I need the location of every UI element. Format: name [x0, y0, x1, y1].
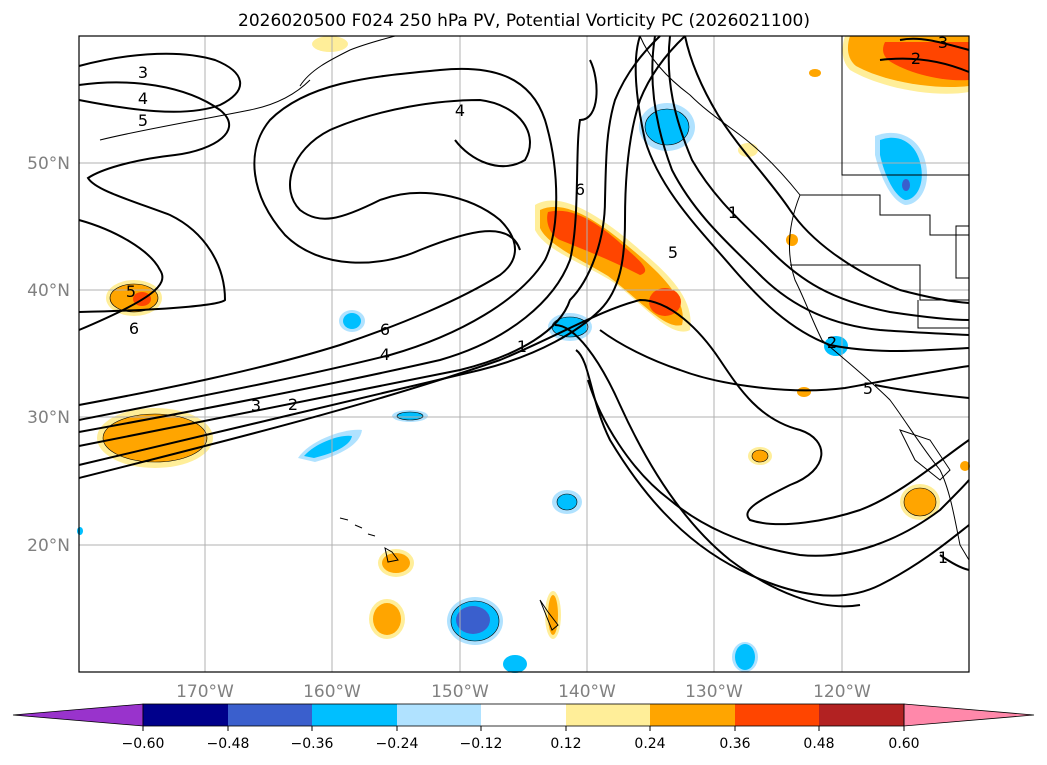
- lon-label-140w: 140°W: [558, 682, 616, 702]
- colorbar-tick-label: 0.48: [803, 736, 834, 752]
- lon-label-170w: 170°W: [176, 682, 234, 702]
- colorbar-extend-right: [903, 703, 1035, 727]
- contour-label: 4: [138, 89, 148, 108]
- colorbar-ticks: [142, 726, 905, 731]
- colorbar-tick-label: 0.12: [550, 736, 581, 752]
- colorbar: −0.60 −0.48 −0.36 −0.24 −0.12 0.12 0.24 …: [12, 703, 1035, 752]
- contour-label: 3: [251, 396, 261, 415]
- negative-anomaly-blobs: [77, 103, 928, 673]
- positive-anomaly-northeast: [842, 36, 969, 94]
- colorbar-bin: [735, 704, 819, 726]
- contour-label: 5: [863, 379, 873, 398]
- colorbar-bin: [143, 704, 228, 726]
- contour-label: 6: [129, 319, 139, 338]
- contour-label: 4: [380, 345, 390, 364]
- contour-label: 5: [126, 282, 136, 301]
- contour-labels: 3 4 5 4 6 4 3 2 1 6 5 1 5 6 2 5 1 2 3: [126, 33, 948, 567]
- shading-outlines: [102, 108, 937, 642]
- positive-anomaly-40n: [106, 280, 162, 316]
- lat-label-30n: 30°N: [27, 408, 70, 428]
- contour-label: 1: [517, 337, 527, 356]
- contour-label: 1: [938, 548, 948, 567]
- lon-label-150w: 150°W: [431, 682, 489, 702]
- contour-label: 4: [455, 101, 465, 120]
- contour-label: 3: [138, 63, 148, 82]
- contour-label: 1: [728, 203, 738, 222]
- colorbar-tick-label: 0.60: [888, 736, 919, 752]
- lon-label-130w: 130°W: [685, 682, 743, 702]
- colorbar-bin: [397, 704, 481, 726]
- colorbar-bin: [819, 704, 904, 726]
- lon-label-160w: 160°W: [303, 682, 361, 702]
- map-border: [78, 35, 970, 673]
- contour-label: 2: [911, 49, 921, 68]
- colorbar-tick-label: −0.24: [376, 736, 419, 752]
- longitude-labels: 170°W 160°W 150°W 140°W 130°W 120°W: [176, 682, 871, 702]
- colorbar-tick-labels: −0.60 −0.48 −0.36 −0.24 −0.12 0.12 0.24 …: [122, 736, 920, 752]
- colorbar-bin: [481, 704, 566, 726]
- colorbar-outline: [142, 703, 905, 727]
- contour-label: 6: [380, 320, 390, 339]
- colorbar-tick-label: −0.60: [122, 736, 165, 752]
- colorbar-bin: [650, 704, 735, 726]
- lat-label-40n: 40°N: [27, 281, 70, 301]
- lon-label-120w: 120°W: [813, 682, 871, 702]
- colorbar-bin: [228, 704, 312, 726]
- contour-label: 5: [668, 243, 678, 262]
- colorbar-tick-label: 0.36: [719, 736, 750, 752]
- latitude-labels: 50°N 40°N 30°N 20°N: [27, 154, 70, 556]
- map-area: 3 4 5 4 6 4 3 2 1 6 5 1 5 6 2 5 1 2 3: [77, 33, 970, 673]
- lat-label-20n: 20°N: [27, 536, 70, 556]
- contour-label: 3: [938, 33, 948, 52]
- colorbar-tick-label: 0.24: [634, 736, 665, 752]
- contour-label: 2: [827, 333, 837, 352]
- colorbar-bin: [312, 704, 397, 726]
- contour-label: 2: [288, 395, 298, 414]
- colorbar-tick-label: −0.36: [291, 736, 334, 752]
- colorbar-extend-left: [12, 703, 144, 727]
- lat-label-50n: 50°N: [27, 154, 70, 174]
- colorbar-tick-label: −0.48: [207, 736, 250, 752]
- colorbar-bin: [566, 704, 650, 726]
- figure-title: 2026020500 F024 250 hPa PV, Potential Vo…: [238, 11, 810, 31]
- colorbar-tick-label: −0.12: [460, 736, 503, 752]
- contour-label: 5: [138, 111, 148, 130]
- pv-contours: [78, 35, 970, 608]
- contour-label: 6: [575, 180, 585, 199]
